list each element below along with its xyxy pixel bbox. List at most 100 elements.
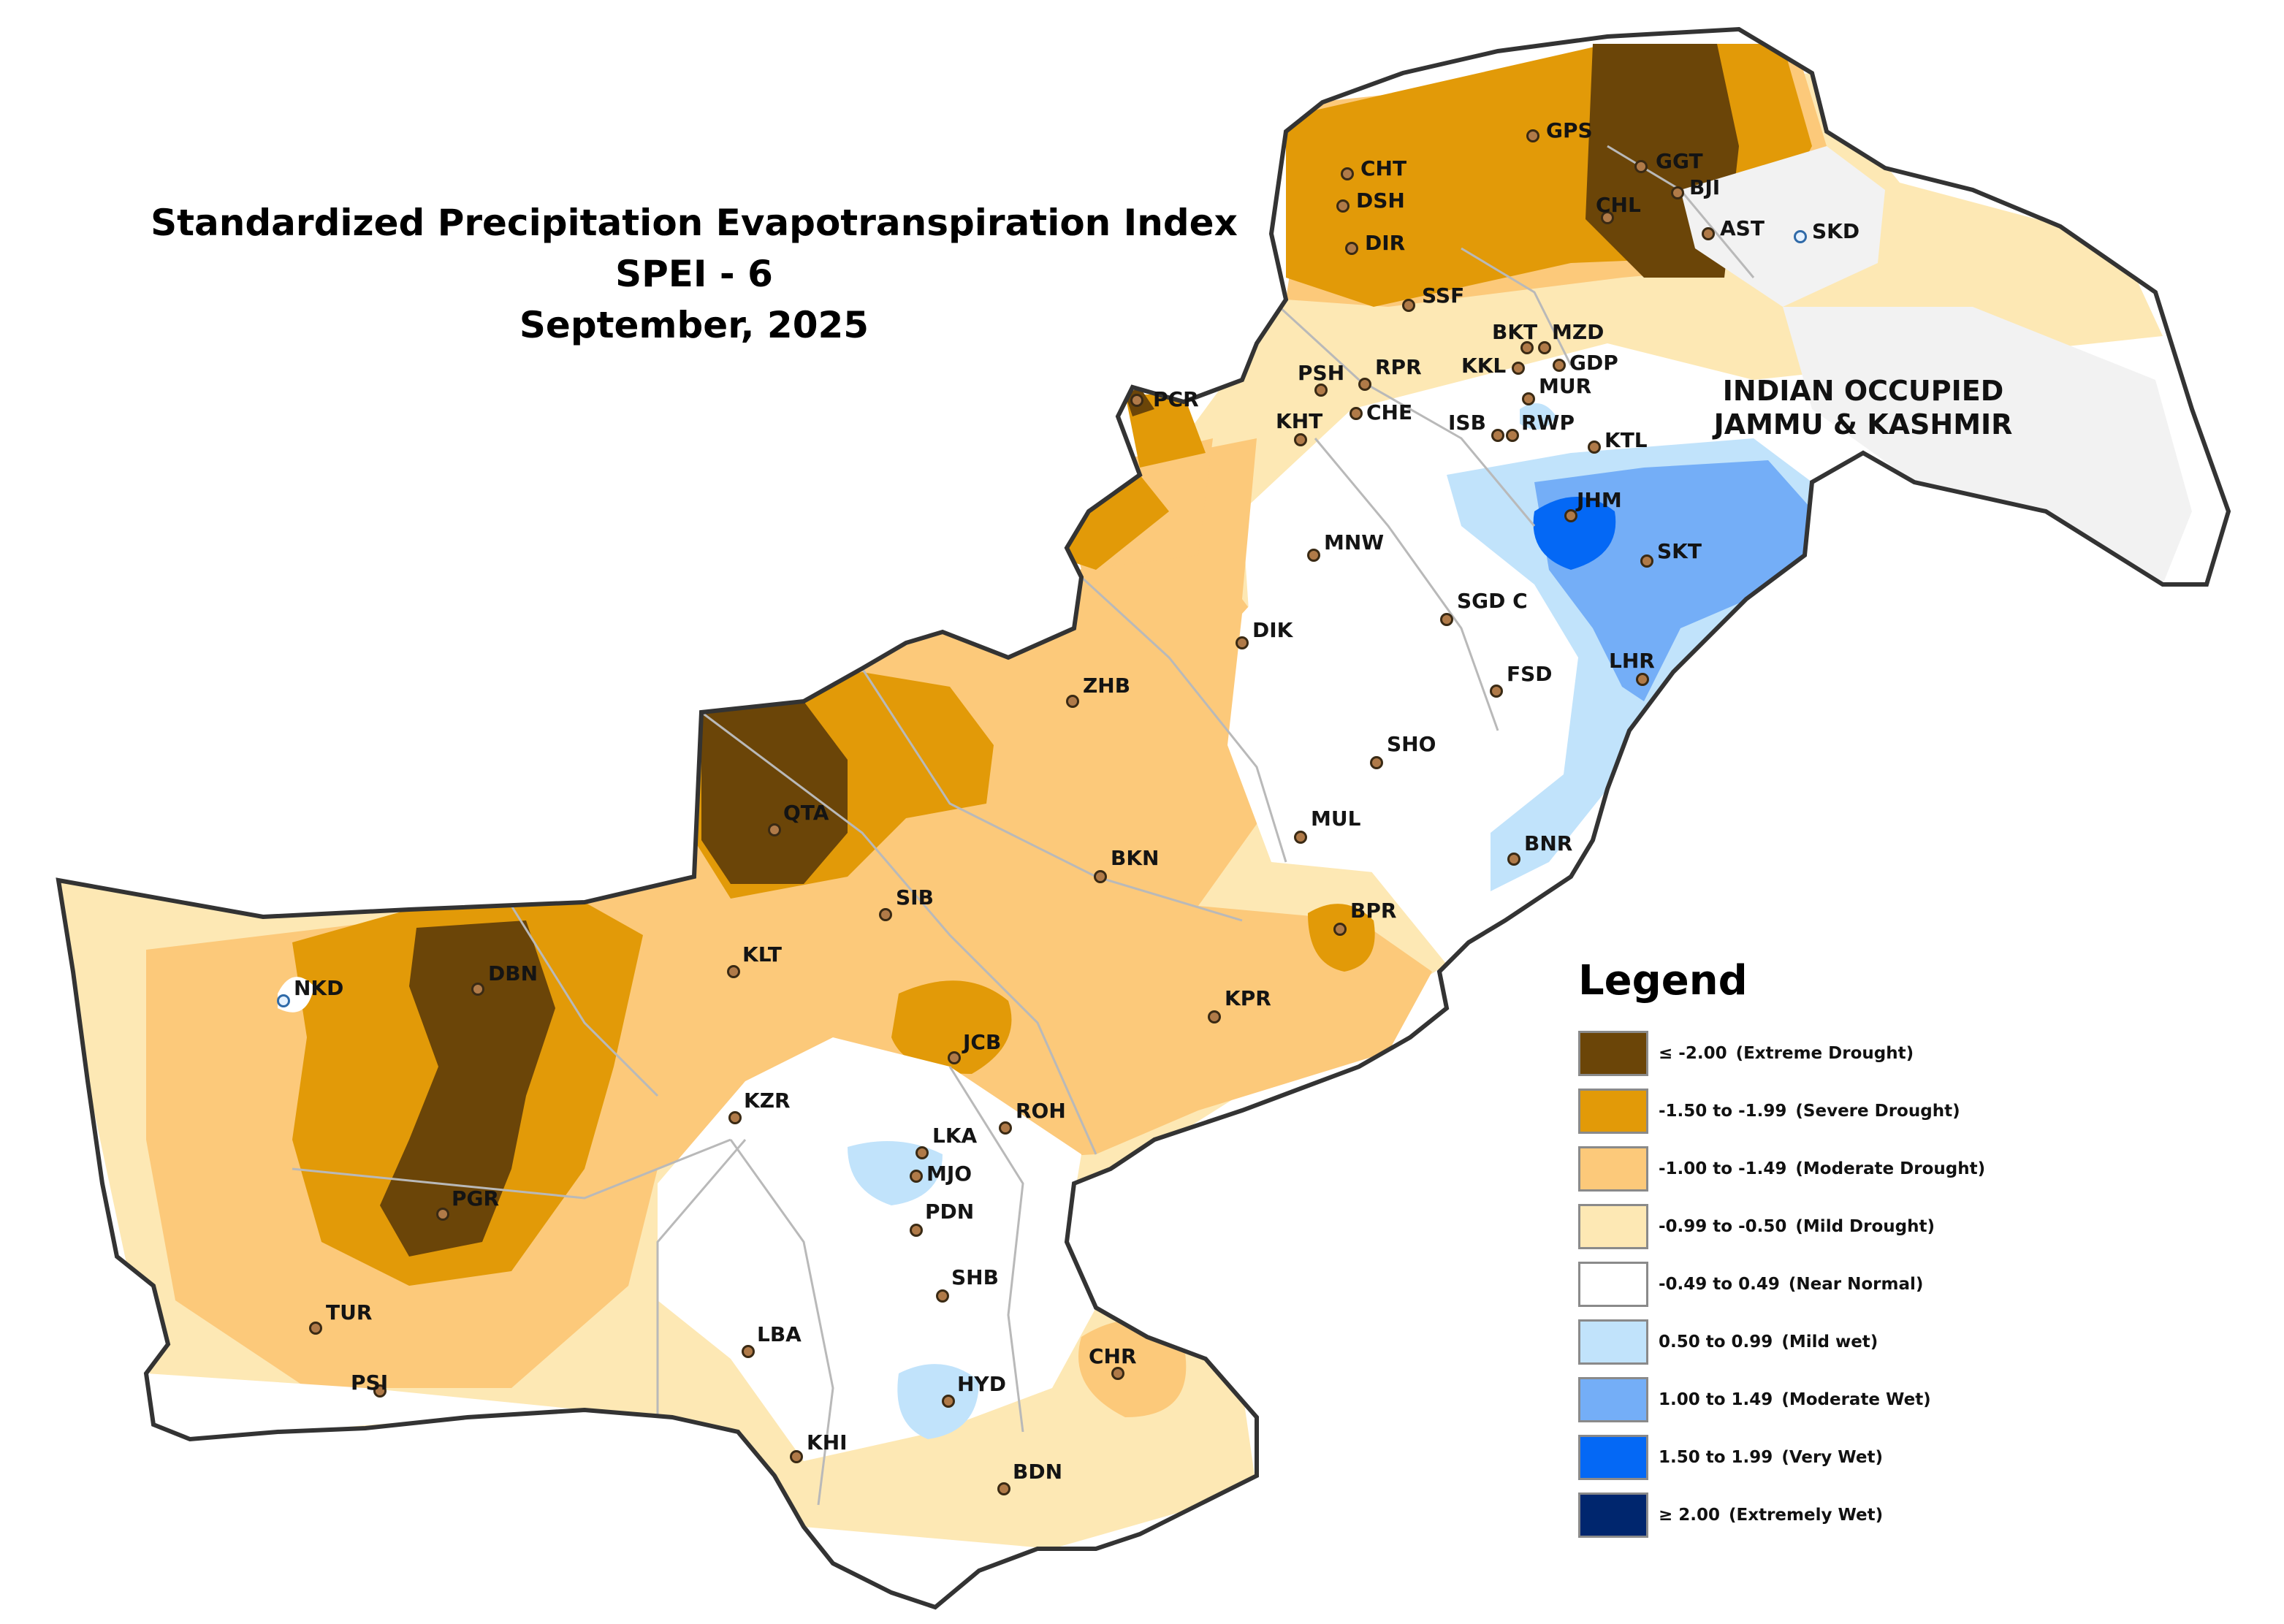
station-marker-lhr xyxy=(1636,673,1649,686)
station-marker-dbn xyxy=(471,983,484,996)
station-marker-sgd-c xyxy=(1440,613,1453,626)
station-label-psh: PSH xyxy=(1298,361,1345,385)
station-label-pdn: PDN xyxy=(925,1200,975,1224)
legend-description: (Extreme Drought) xyxy=(1735,1043,1914,1063)
legend: Legend ≤ -2.00 (Extreme Drought) -1.50 to … xyxy=(1571,957,1985,1544)
station-label-rpr: RPR xyxy=(1375,355,1422,379)
legend-item: ≤ -2.00 (Extreme Drought) xyxy=(1571,1024,1980,1082)
legend-range: ≤ -2.00 xyxy=(1659,1043,1727,1063)
station-marker-ssf xyxy=(1402,299,1415,312)
station-marker-mzd xyxy=(1538,341,1551,354)
station-label-roh: ROH xyxy=(1016,1099,1066,1123)
station-marker-nkd xyxy=(277,994,290,1007)
legend-range: -1.50 to -1.99 xyxy=(1659,1101,1787,1121)
station-label-sho: SHO xyxy=(1387,732,1436,756)
station-marker-ast xyxy=(1702,227,1715,240)
legend-description: (Moderate Drought) xyxy=(1795,1159,1986,1178)
station-marker-chr xyxy=(1111,1367,1124,1380)
station-label-qta: QTA xyxy=(783,801,829,825)
legend-swatch xyxy=(1578,1088,1648,1134)
legend-range: -0.99 to -0.50 xyxy=(1659,1216,1787,1236)
station-label-gps: GPS xyxy=(1546,118,1593,142)
legend-swatch xyxy=(1578,1434,1648,1480)
legend-swatch xyxy=(1578,1145,1648,1192)
legend-item: -0.49 to 0.49 (Near Normal) xyxy=(1571,1255,1980,1313)
station-label-lka: LKA xyxy=(932,1124,978,1148)
station-marker-pcr xyxy=(1130,394,1143,407)
station-marker-psh xyxy=(1314,384,1328,397)
legend-item: 1.00 to 1.49 (Moderate Wet) xyxy=(1571,1371,1980,1428)
station-marker-jhm xyxy=(1564,509,1577,522)
station-label-mul: MUL xyxy=(1311,807,1361,831)
station-marker-skt xyxy=(1640,554,1653,568)
station-marker-rwp xyxy=(1506,429,1519,442)
station-marker-dsh xyxy=(1336,199,1350,213)
station-label-mur: MUR xyxy=(1539,374,1592,398)
station-label-bkn: BKN xyxy=(1111,846,1160,870)
map-title: Standardized Precipitation Evapotranspir… xyxy=(44,197,1344,351)
station-label-bnr: BNR xyxy=(1524,831,1573,855)
station-marker-kht xyxy=(1294,433,1307,446)
station-marker-roh xyxy=(999,1121,1012,1135)
station-label-lhr: LHR xyxy=(1609,649,1655,673)
legend-description: (Mild Drought) xyxy=(1795,1216,1935,1236)
station-marker-bji xyxy=(1671,186,1684,199)
station-marker-che xyxy=(1350,407,1363,420)
station-label-bdn: BDN xyxy=(1013,1460,1063,1484)
legend-description: (Very Wet) xyxy=(1781,1447,1883,1467)
legend-item: 1.50 to 1.99 (Very Wet) xyxy=(1571,1428,1980,1486)
station-label-isb: ISB xyxy=(1448,411,1486,435)
legend-swatch xyxy=(1578,1203,1648,1249)
station-label-skt: SKT xyxy=(1657,539,1702,563)
region-label-line-2: JAMMU & KASHMIR xyxy=(1713,408,2013,441)
legend-range: 0.50 to 0.99 xyxy=(1659,1332,1773,1352)
station-marker-bdn xyxy=(997,1482,1010,1495)
station-label-gdp: GDP xyxy=(1569,351,1618,375)
station-marker-pgr xyxy=(436,1208,449,1221)
station-marker-khi xyxy=(790,1450,803,1463)
station-marker-psi xyxy=(373,1384,387,1398)
station-marker-bpr xyxy=(1333,923,1347,936)
station-label-sib: SIB xyxy=(896,885,934,910)
legend-description: (Moderate Wet) xyxy=(1781,1389,1931,1409)
station-marker-pdn xyxy=(910,1224,923,1237)
station-label-pcr: PCR xyxy=(1153,387,1199,411)
station-marker-dik xyxy=(1236,636,1249,649)
station-marker-mur xyxy=(1522,392,1535,405)
station-marker-kkl xyxy=(1512,362,1525,375)
station-label-skd: SKD xyxy=(1812,219,1860,243)
station-marker-fsd xyxy=(1490,685,1503,698)
station-label-ggt: GGT xyxy=(1656,149,1703,173)
station-marker-gdp xyxy=(1553,359,1566,372)
station-label-sgd-c: SGD C xyxy=(1457,589,1528,613)
legend-item: ≥ 2.00 (Extremely Wet) xyxy=(1571,1486,1980,1544)
station-label-chr: CHR xyxy=(1089,1344,1137,1368)
station-label-klt: KLT xyxy=(742,942,783,967)
station-label-bpr: BPR xyxy=(1350,899,1397,923)
legend-range: ≥ 2.00 xyxy=(1659,1505,1721,1525)
station-label-ktl: KTL xyxy=(1604,428,1648,452)
station-marker-sib xyxy=(879,908,892,921)
legend-range: -0.49 to 0.49 xyxy=(1659,1274,1780,1294)
station-label-kpr: KPR xyxy=(1225,986,1271,1010)
station-label-rwp: RWP xyxy=(1521,411,1575,435)
station-marker-qta xyxy=(768,823,781,836)
station-marker-zhb xyxy=(1066,695,1079,708)
station-marker-jcb xyxy=(948,1051,961,1064)
station-marker-klt xyxy=(727,965,740,978)
station-marker-bkn xyxy=(1094,870,1107,883)
legend-item: 0.50 to 0.99 (Mild wet) xyxy=(1571,1313,1980,1371)
station-label-lba: LBA xyxy=(757,1322,802,1346)
station-label-kkl: KKL xyxy=(1461,354,1507,378)
legend-swatch xyxy=(1578,1492,1648,1538)
station-marker-mnw xyxy=(1307,549,1320,562)
station-label-chl: CHL xyxy=(1596,193,1641,217)
station-marker-skd xyxy=(1794,230,1807,243)
station-marker-sho xyxy=(1370,756,1383,769)
station-label-dik: DIK xyxy=(1252,618,1293,642)
station-label-cht: CHT xyxy=(1360,156,1407,180)
legend-swatch xyxy=(1578,1319,1648,1365)
station-label-psi: PSI xyxy=(351,1371,389,1395)
legend-description: (Extremely Wet) xyxy=(1729,1505,1884,1525)
